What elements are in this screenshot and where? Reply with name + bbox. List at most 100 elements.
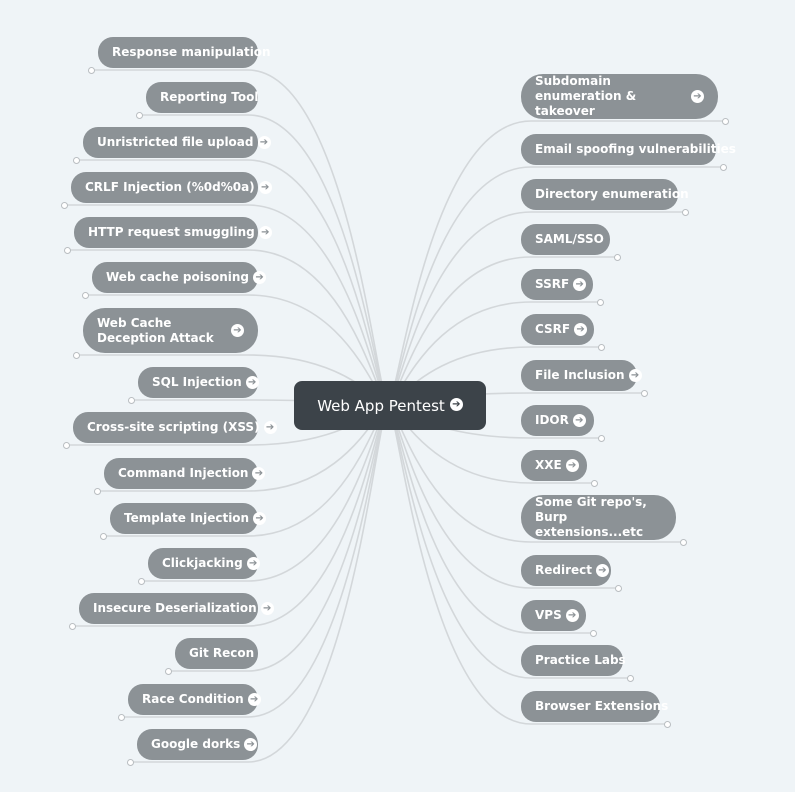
arrow-right-circle-icon[interactable]: ➔ — [596, 564, 609, 577]
collapse-handle[interactable] — [679, 538, 687, 546]
collapse-handle[interactable] — [99, 532, 107, 540]
collapse-handle[interactable] — [68, 622, 76, 630]
arrow-right-circle-icon[interactable]: ➔ — [258, 226, 272, 239]
collapse-handle[interactable] — [126, 758, 134, 766]
topic-node-clickjacking[interactable]: Clickjacking ➔ — [148, 548, 260, 579]
collapse-handle[interactable] — [93, 487, 101, 495]
arrow-right-circle-icon[interactable]: ➔ — [257, 136, 271, 149]
collapse-handle[interactable] — [62, 441, 70, 449]
topic-node-command-injection[interactable]: Command Injection ➔ — [104, 458, 266, 489]
topic-node-csrf[interactable]: CSRF ➔ — [521, 314, 594, 345]
collapse-handle[interactable] — [663, 720, 671, 728]
root-label: Web App Pentest — [317, 396, 445, 415]
topic-node-unristricted-file-upload[interactable]: Unristricted file upload ➔ — [83, 127, 271, 158]
topic-node-file-inclusion[interactable]: File Inclusion ➔ — [521, 360, 642, 391]
topic-label: Command Injection — [118, 466, 249, 480]
topic-label: Race Condition — [142, 692, 244, 706]
arrow-right-circle-icon[interactable]: ➔ — [449, 397, 463, 411]
collapse-handle[interactable] — [613, 253, 621, 261]
collapse-handle[interactable] — [640, 389, 648, 397]
arrow-right-circle-icon[interactable]: ➔ — [231, 324, 244, 337]
collapse-handle[interactable] — [87, 66, 95, 74]
arrow-right-circle-icon[interactable]: ➔ — [574, 323, 588, 336]
topic-node-practice-labs[interactable]: Practice Labs — [521, 645, 626, 676]
collapse-handle[interactable] — [626, 674, 634, 682]
collapse-handle[interactable] — [596, 298, 604, 306]
collapse-handle[interactable] — [81, 291, 89, 299]
topic-label: Redirect — [535, 563, 592, 577]
arrow-right-circle-icon[interactable]: ➔ — [565, 609, 579, 622]
arrow-right-circle-icon[interactable]: ➔ — [245, 376, 259, 389]
topic-node-ssrf[interactable]: SSRF ➔ — [521, 269, 593, 300]
collapse-handle[interactable] — [719, 163, 727, 171]
topic-node-directory-enumeration[interactable]: Directory enumeration — [521, 179, 689, 210]
collapse-handle[interactable] — [137, 577, 145, 585]
topic-label: XXE — [535, 458, 562, 472]
topic-node-crlf-injection-0d-0a[interactable]: CRLF Injection (%0d%0a) ➔ — [71, 172, 272, 203]
collapse-handle[interactable] — [590, 479, 598, 487]
collapse-handle[interactable] — [72, 156, 80, 164]
collapse-handle[interactable] — [597, 434, 605, 442]
arrow-right-circle-icon[interactable]: ➔ — [252, 467, 266, 480]
topic-node-http-request-smuggling[interactable]: HTTP request smuggling ➔ — [74, 217, 272, 248]
collapse-handle[interactable] — [721, 117, 729, 125]
arrow-right-circle-icon[interactable]: ➔ — [253, 271, 267, 284]
topic-label: Reporting Tool — [160, 90, 259, 104]
arrow-right-circle-icon[interactable]: ➔ — [246, 557, 260, 570]
topic-node-race-condition[interactable]: Race Condition ➔ — [128, 684, 261, 715]
topic-node-browser-extensions[interactable]: Browser Extensions — [521, 691, 668, 722]
topic-label: Template Injection — [124, 511, 250, 525]
collapse-handle[interactable] — [597, 343, 605, 351]
collapse-handle[interactable] — [60, 201, 68, 209]
topic-node-web-cache-poisoning[interactable]: Web cache poisoning ➔ — [92, 262, 267, 293]
topic-node-cross-site-scripting-xss[interactable]: Cross-site scripting (XSS) ➔ — [73, 412, 277, 443]
arrow-right-circle-icon[interactable]: ➔ — [253, 512, 267, 525]
arrow-right-circle-icon[interactable]: ➔ — [244, 738, 258, 751]
arrow-right-circle-icon[interactable]: ➔ — [628, 369, 642, 382]
collapse-handle[interactable] — [164, 667, 172, 675]
topic-node-subdomain-enumeration-takeover[interactable]: Subdomain enumeration & takeover ➔ — [521, 74, 718, 119]
collapse-handle[interactable] — [72, 351, 80, 359]
root-node[interactable]: Web App Pentest ➔ — [294, 381, 486, 430]
topic-label: SSRF — [535, 277, 570, 291]
topic-node-saml-sso[interactable]: SAML/SSO — [521, 224, 610, 255]
arrow-right-circle-icon[interactable]: ➔ — [691, 90, 704, 103]
topic-node-idor[interactable]: IDOR ➔ — [521, 405, 594, 436]
topic-node-template-injection[interactable]: Template Injection ➔ — [110, 503, 267, 534]
collapse-handle[interactable] — [614, 584, 622, 592]
collapse-handle[interactable] — [127, 396, 135, 404]
collapse-handle[interactable] — [135, 111, 143, 119]
arrow-right-circle-icon[interactable]: ➔ — [565, 459, 579, 472]
arrow-right-circle-icon[interactable]: ➔ — [258, 181, 272, 194]
topic-node-git-recon[interactable]: Git Recon — [175, 638, 258, 669]
topic-label: VPS — [535, 608, 562, 622]
topic-node-some-git-repo-s-burp-extensions-etc[interactable]: Some Git repo's, Burp extensions...etc — [521, 495, 676, 540]
topic-node-redirect[interactable]: Redirect ➔ — [521, 555, 611, 586]
topic-node-reporting-tool[interactable]: Reporting Tool — [146, 82, 258, 113]
collapse-handle[interactable] — [117, 713, 125, 721]
topic-node-sql-injection[interactable]: SQL Injection ➔ — [138, 367, 259, 398]
topic-label: Cross-site scripting (XSS) — [87, 420, 260, 434]
topic-label: Email spoofing vulnerabilities — [535, 142, 736, 156]
topic-label: Response manipulation — [112, 45, 271, 59]
topic-label: HTTP request smuggling — [88, 225, 255, 239]
topic-node-vps[interactable]: VPS ➔ — [521, 600, 586, 631]
collapse-handle[interactable] — [681, 208, 689, 216]
collapse-handle[interactable] — [63, 246, 71, 254]
topic-node-response-manipulation[interactable]: Response manipulation — [98, 37, 271, 68]
topic-label: Some Git repo's, Burp extensions...etc — [535, 495, 647, 539]
collapse-handle[interactable] — [589, 629, 597, 637]
topic-label: Web cache poisoning — [106, 270, 250, 284]
arrow-right-circle-icon[interactable]: ➔ — [247, 693, 261, 706]
topic-node-google-dorks[interactable]: Google dorks ➔ — [137, 729, 258, 760]
topic-node-web-cache-deception-attack[interactable]: Web Cache Deception Attack ➔ — [83, 308, 258, 353]
arrow-right-circle-icon[interactable]: ➔ — [260, 602, 274, 615]
topic-node-insecure-deserialization[interactable]: Insecure Deserialization ➔ — [79, 593, 274, 624]
topic-node-email-spoofing-vulnerabilities[interactable]: Email spoofing vulnerabilities — [521, 134, 736, 165]
arrow-right-circle-icon[interactable]: ➔ — [573, 278, 587, 291]
arrow-right-circle-icon[interactable]: ➔ — [263, 421, 277, 434]
topic-label: SAML/SSO — [535, 232, 604, 246]
arrow-right-circle-icon[interactable]: ➔ — [572, 414, 586, 427]
topic-node-xxe[interactable]: XXE ➔ — [521, 450, 587, 481]
